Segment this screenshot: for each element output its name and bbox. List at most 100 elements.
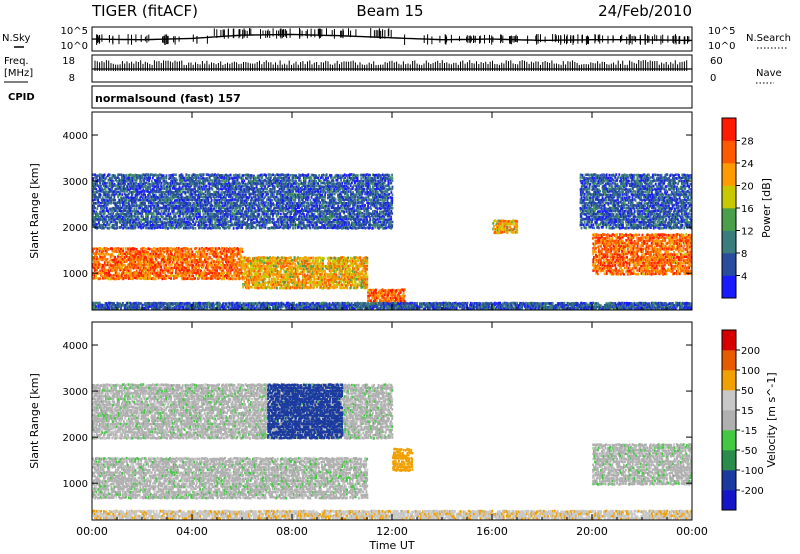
heatmap-cell	[138, 187, 141, 190]
heatmap-cell	[225, 253, 228, 256]
heatmap-cell	[215, 277, 218, 280]
heatmap-cell	[117, 195, 120, 199]
heatmap-cell	[182, 178, 185, 182]
heatmap-cell	[123, 218, 125, 222]
heatmap-cell	[97, 257, 100, 261]
heatmap-cell	[342, 259, 344, 262]
heatmap-cell	[204, 179, 207, 183]
heatmap-cell	[172, 223, 175, 227]
heatmap-cell	[319, 283, 321, 287]
heatmap-cell	[104, 249, 107, 253]
heatmap-cell	[267, 283, 270, 287]
heatmap-cell	[132, 187, 135, 191]
heatmap-cell	[178, 214, 181, 218]
heatmap-cell	[169, 188, 172, 191]
heatmap-cell	[95, 274, 97, 278]
heatmap-cell	[196, 190, 199, 193]
heatmap-cell	[162, 217, 165, 221]
heatmap-cell	[233, 247, 236, 250]
heatmap-cell	[127, 252, 130, 255]
heatmap-cell	[178, 182, 181, 185]
heatmap-cell	[247, 275, 249, 278]
heatmap-cell	[138, 174, 141, 178]
heatmap-cell	[114, 174, 117, 178]
heatmap-cell	[276, 256, 279, 259]
heatmap-cell	[157, 185, 160, 189]
heatmap-cell	[402, 297, 405, 300]
heatmap-cell	[119, 266, 122, 270]
heatmap-cell	[150, 224, 152, 227]
heatmap-cell	[135, 174, 138, 177]
heatmap-cell	[199, 199, 202, 202]
heatmap-cell	[271, 283, 274, 287]
heatmap-cell	[119, 190, 122, 194]
heatmap-cell	[199, 268, 201, 272]
heatmap-cell	[113, 273, 116, 277]
heatmap-cell	[199, 191, 201, 194]
heatmap-cell	[115, 221, 117, 224]
heatmap-cell	[177, 196, 180, 199]
heatmap-cell	[198, 266, 200, 269]
heatmap-cell	[174, 199, 176, 202]
heatmap-cell	[206, 177, 209, 180]
heatmap-cell	[111, 198, 114, 201]
heatmap-cell	[191, 277, 194, 281]
heatmap-cell	[270, 286, 272, 290]
heatmap-cell	[175, 193, 177, 197]
heatmap-cell	[161, 193, 164, 197]
heatmap-cell	[319, 273, 322, 276]
heatmap-cell	[195, 178, 197, 182]
heatmap-cell	[169, 215, 171, 218]
heatmap-cell	[336, 275, 339, 279]
heatmap-cell	[243, 259, 245, 263]
heatmap-cell	[108, 201, 111, 205]
heatmap-cell	[122, 201, 125, 204]
heatmap-cell	[107, 195, 110, 199]
heatmap-cell	[164, 190, 167, 194]
heatmap-cell	[152, 250, 155, 253]
heatmap-cell	[105, 268, 108, 272]
heatmap-cell	[307, 270, 310, 273]
heatmap-cell	[163, 266, 166, 269]
heatmap-cell	[154, 226, 157, 229]
heatmap-cell	[119, 260, 122, 264]
heatmap-cell	[161, 206, 164, 210]
heatmap-cell	[282, 280, 285, 283]
heatmap-cell	[347, 275, 349, 279]
heatmap-cell	[179, 225, 182, 229]
heatmap-cell	[155, 215, 158, 218]
heatmap-cell	[257, 270, 260, 273]
heatmap-cell	[177, 272, 180, 275]
heatmap-cell	[205, 201, 208, 204]
heatmap-cell	[297, 286, 300, 289]
heatmap-cell	[225, 247, 227, 250]
heatmap-cell	[349, 267, 351, 271]
heatmap-cell	[387, 297, 390, 300]
heatmap-cell	[99, 258, 101, 261]
heatmap-cell	[322, 262, 324, 265]
heatmap-cell	[157, 256, 160, 259]
heatmap-cell	[153, 260, 156, 264]
heatmap-cell	[300, 267, 303, 271]
heatmap-cell	[143, 263, 146, 267]
heatmap-cell	[219, 250, 222, 254]
heatmap-cell	[117, 205, 119, 208]
heatmap-cell	[147, 196, 149, 199]
heatmap-cell	[165, 179, 168, 183]
heatmap-cell	[149, 209, 152, 212]
heatmap-cell	[295, 257, 297, 260]
heatmap-cell	[158, 207, 161, 211]
heatmap-cell	[219, 276, 221, 280]
heatmap-cell	[151, 260, 153, 264]
heatmap-cell	[290, 278, 293, 282]
heatmap-cell	[114, 255, 117, 259]
heatmap-cell	[195, 204, 197, 207]
heatmap-cell	[156, 226, 159, 229]
heatmap-cell	[383, 293, 386, 297]
heatmap-cell	[204, 225, 207, 229]
heatmap-cell	[354, 286, 357, 290]
heatmap-cell	[124, 215, 126, 218]
heatmap-cell	[102, 268, 105, 271]
heatmap-cell	[320, 280, 322, 284]
heatmap-cell	[344, 264, 347, 268]
